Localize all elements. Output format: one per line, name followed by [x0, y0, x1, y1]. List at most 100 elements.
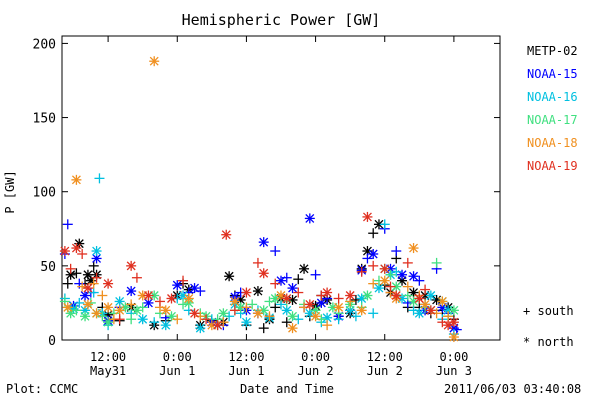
data-point-noaa-15-south — [195, 286, 206, 297]
data-point-noaa-18-north — [149, 56, 160, 67]
data-point-noaa-17-north — [448, 305, 459, 316]
data-point-noaa-18-south — [172, 314, 183, 325]
data-point-noaa-19-north — [379, 263, 390, 274]
data-point-noaa-19-south — [77, 248, 88, 259]
data-point-noaa-19-south — [402, 257, 413, 268]
data-point-noaa-18-north — [91, 308, 102, 319]
data-point-noaa-19-south — [420, 284, 431, 295]
data-point-noaa-15-south — [62, 219, 73, 230]
data-point-noaa-19-north — [304, 299, 315, 310]
data-point-noaa-16-south — [94, 173, 105, 184]
plot-timestamp: 2011/06/03 03:40:08 — [444, 382, 582, 396]
x-tick-label-date: Jun 2 — [298, 364, 334, 378]
series-legend: METP-02 NOAA-15 NOAA-16 NOAA-17 NOAA-18 … — [527, 40, 578, 178]
data-point-noaa-19-south — [91, 272, 102, 283]
data-point-noaa-18-south — [402, 281, 413, 292]
data-point-noaa-16-north — [414, 308, 425, 319]
legend-entry-noaa-18: NOAA-18 — [527, 136, 578, 150]
data-point-noaa-19-north — [143, 290, 154, 301]
data-point-noaa-18-north — [114, 305, 125, 316]
data-point-noaa-18-north — [356, 305, 367, 316]
x-tick-label-date: Jun 3 — [436, 364, 472, 378]
data-point-noaa-17-south — [137, 302, 148, 313]
marker-legend-north: * north — [523, 327, 574, 358]
data-point-noaa-19-south — [270, 278, 281, 289]
data-point-metp-02-south — [281, 317, 292, 328]
data-point-metp-02-south — [62, 278, 73, 289]
chart-title: Hemispheric Power [GW] — [182, 11, 381, 29]
data-point-noaa-15-north — [126, 286, 137, 297]
y-tick-label: 100 — [33, 186, 56, 201]
data-point-noaa-17-north — [218, 308, 229, 319]
y-axis: 0 50 100 150 200 — [33, 37, 500, 349]
data-point-noaa-19-north — [189, 308, 200, 319]
plus-marker-icon: + — [523, 304, 531, 318]
data-point-noaa-19-north — [362, 211, 373, 222]
data-point-noaa-16-south — [74, 297, 85, 308]
data-point-noaa-18-north — [252, 308, 263, 319]
data-point-noaa-18-south — [443, 311, 454, 322]
data-point-noaa-16-north — [160, 320, 171, 331]
data-point-noaa-17-north — [362, 290, 373, 301]
data-point-noaa-17-north — [287, 311, 298, 322]
x-tick-label-time: 0:00 — [439, 350, 468, 364]
data-point-noaa-19-south — [201, 314, 212, 325]
legend-entry-noaa-17: NOAA-17 — [527, 113, 578, 127]
data-point-noaa-18-north — [333, 302, 344, 313]
x-tick-label-time: 12:00 — [228, 350, 264, 364]
x-tick-label-date: May31 — [90, 364, 126, 378]
data-point-noaa-18-south — [97, 290, 108, 301]
plot-frame — [61, 35, 501, 341]
data-point-noaa-18-south — [126, 299, 137, 310]
x-tick-label-date: Jun 1 — [159, 364, 195, 378]
data-point-noaa-19-south — [229, 305, 240, 316]
data-point-noaa-19-south — [356, 266, 367, 277]
marker-label-north: north — [537, 335, 574, 349]
data-point-noaa-19-south — [114, 314, 125, 325]
data-point-noaa-18-north — [229, 296, 240, 307]
plot-credit: Plot: CCMC — [6, 382, 79, 396]
data-point-noaa-16-north — [281, 305, 292, 316]
x-tick-label-time: 0:00 — [301, 350, 330, 364]
data-point-noaa-18-north — [160, 305, 171, 316]
data-point-noaa-16-north — [91, 246, 102, 257]
data-point-noaa-19-south — [154, 296, 165, 307]
data-point-noaa-15-north — [368, 248, 379, 259]
data-point-noaa-16-north — [425, 290, 436, 301]
data-point-metp-02-north — [224, 271, 235, 282]
data-point-noaa-15-south — [414, 275, 425, 286]
x-tick-label-time: 0:00 — [163, 350, 192, 364]
data-point-noaa-15-south — [310, 269, 321, 280]
data-point-noaa-15-south — [391, 246, 402, 257]
data-point-noaa-16-north — [195, 323, 206, 334]
data-point-noaa-15-north — [408, 271, 419, 282]
data-point-noaa-18-north — [183, 293, 194, 304]
y-axis-label: P [GW] — [3, 170, 17, 213]
data-point-noaa-16-south — [276, 299, 286, 310]
x-tick-label-date: Jun 1 — [228, 364, 264, 378]
data-point-noaa-17-south — [71, 305, 82, 316]
data-point-metp-02-north — [252, 286, 263, 297]
data-point-noaa-18-south — [368, 278, 379, 289]
data-point-noaa-19-south — [252, 257, 263, 268]
y-tick-label: 50 — [40, 260, 56, 275]
data-point-metp-02-south — [258, 323, 269, 334]
data-point-noaa-18-north — [103, 302, 114, 313]
data-point-noaa-19-north — [391, 290, 402, 301]
data-point-noaa-17-south — [178, 299, 189, 310]
data-point-noaa-18-north — [448, 332, 459, 343]
data-point-noaa-17-south — [402, 290, 413, 301]
data-point-noaa-17-north — [391, 281, 402, 292]
y-tick-label: 0 — [48, 334, 56, 349]
data-point-metp-02-south — [88, 260, 99, 271]
data-point-noaa-18-north — [71, 174, 82, 185]
data-point-noaa-19-north — [281, 293, 292, 304]
x-tick-label-date: Jun 2 — [367, 364, 403, 378]
data-point-noaa-19-south — [131, 272, 142, 283]
data-point-noaa-17-south — [247, 299, 258, 310]
data-point-noaa-18-north — [408, 243, 419, 254]
data-point-noaa-18-north — [287, 323, 298, 334]
data-point-noaa-15-south — [362, 253, 373, 264]
